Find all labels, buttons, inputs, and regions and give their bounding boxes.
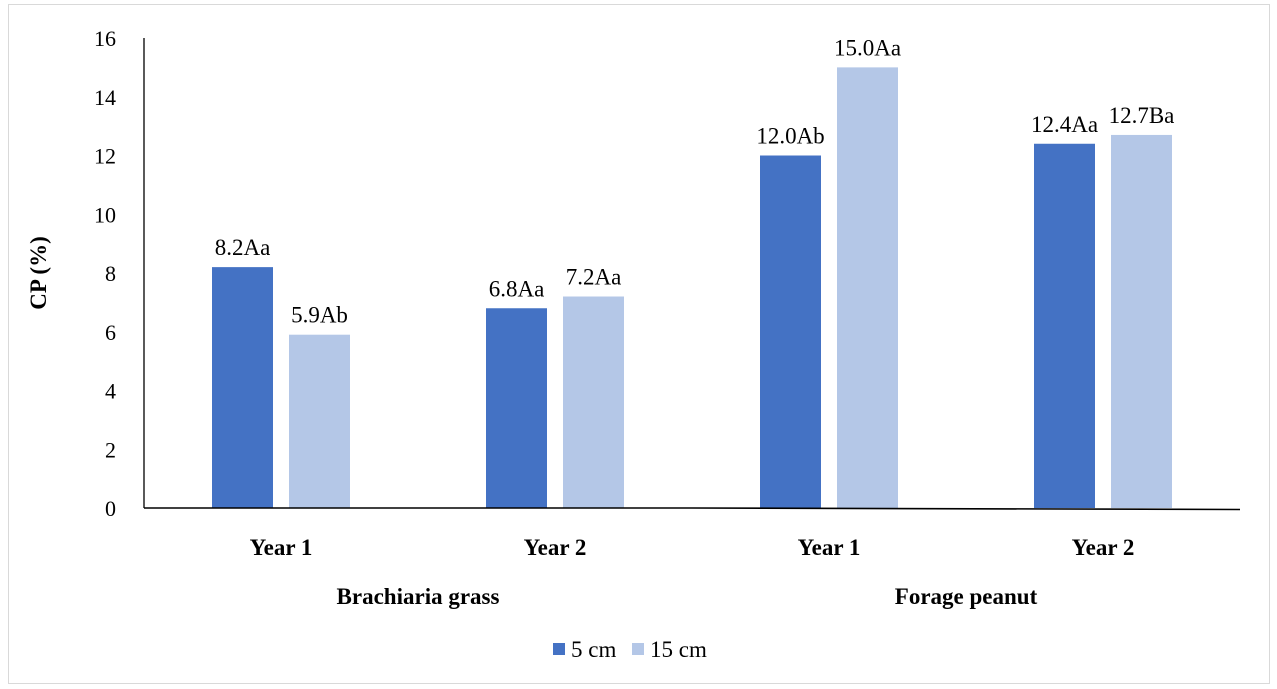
- bar-15cm-2: [837, 67, 898, 508]
- y-axis: 0 2 4 6 8 10 12 14 16: [94, 26, 145, 521]
- bar-15cm-3: [1111, 134, 1172, 508]
- y-tick-label: 16: [94, 26, 116, 51]
- x-axis: Year 1 Year 2 Year 1 Year 2 Brachiaria grass…: [144, 507, 1241, 609]
- bar-5cm-0: [212, 267, 273, 508]
- x-group-label: Brachiaria grass: [337, 584, 500, 609]
- legend-label: 15 cm: [650, 637, 707, 662]
- data-label: 8.2Aa: [215, 235, 271, 260]
- y-tick-label: 4: [105, 379, 116, 404]
- bar-15cm-1: [563, 296, 624, 508]
- x-category-label: Year 1: [798, 535, 861, 560]
- legend-swatch: [632, 643, 644, 655]
- data-label: 12.7Ba: [1109, 103, 1175, 128]
- y-tick-label: 12: [94, 144, 116, 169]
- y-tick-label: 10: [94, 202, 116, 227]
- legend-label: 5 cm: [571, 637, 616, 662]
- y-tick-label: 14: [94, 85, 116, 110]
- bar-5cm-2: [760, 155, 821, 508]
- data-label: 15.0Aa: [834, 35, 901, 60]
- data-label: 12.4Aa: [1031, 112, 1098, 137]
- y-tick-label: 2: [105, 437, 116, 462]
- data-label: 12.0Ab: [756, 124, 824, 149]
- legend: 5 cm 15 cm: [553, 637, 707, 662]
- x-group-label: Forage peanut: [895, 584, 1038, 609]
- x-category-label: Year 1: [250, 535, 313, 560]
- y-axis-title: CP (%): [26, 236, 51, 309]
- bar-5cm-1: [486, 308, 547, 508]
- bar-15cm-0: [289, 334, 350, 508]
- data-label: 5.9Ab: [291, 303, 348, 328]
- x-category-label: Year 2: [1072, 535, 1135, 560]
- y-tick-label: 6: [105, 320, 116, 345]
- x-axis-line: [691, 507, 1241, 511]
- data-labels: 8.2Aa 5.9Ab 6.8Aa 7.2Aa 12.0Ab 15.0Aa 12.4Aa 12…: [215, 35, 1175, 327]
- y-tick-label: 0: [105, 496, 116, 521]
- data-label: 6.8Aa: [489, 276, 545, 301]
- legend-swatch: [553, 643, 565, 655]
- y-tick-label: 8: [105, 261, 116, 286]
- data-label: 7.2Aa: [566, 265, 622, 290]
- x-category-label: Year 2: [524, 535, 587, 560]
- bars: [212, 67, 1172, 508]
- bar-5cm-3: [1034, 143, 1095, 508]
